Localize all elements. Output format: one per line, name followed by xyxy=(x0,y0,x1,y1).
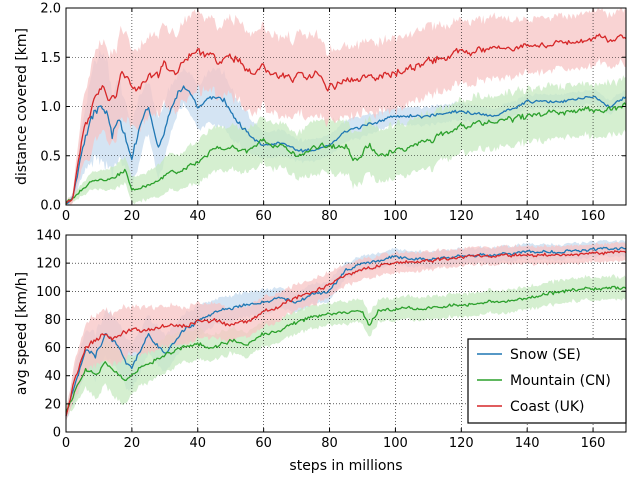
series-line xyxy=(65,33,627,204)
distance-y-ticks: 0.0 0.5 1.0 1.5 2.0 xyxy=(40,2,626,214)
x-axis-label: steps in millions xyxy=(289,458,402,474)
x-tick-label: 160 xyxy=(581,209,606,224)
legend-box xyxy=(467,338,627,424)
legend-label: Coast (UK) xyxy=(510,399,585,415)
y-tick-label: 1.5 xyxy=(40,51,61,66)
x-tick-label: 100 xyxy=(383,209,408,224)
x-tick-label: 0 xyxy=(62,436,70,451)
x-tick-label: 80 xyxy=(321,209,338,224)
legend-label: Snow (SE) xyxy=(510,347,581,363)
y-tick-label: 100 xyxy=(36,285,61,300)
speed-bands xyxy=(66,239,626,422)
series-line xyxy=(65,102,627,205)
distance-chart: 0.0 0.5 1.0 1.5 2.0 0 20 40 60 80 100 120 140 160 di… xyxy=(14,2,627,224)
y-tick-label: 120 xyxy=(36,257,61,272)
legend-entry-snow: Snow (SE) xyxy=(477,347,581,363)
series-line xyxy=(65,285,627,413)
speed-chart: 0 20 40 60 80 100 120 140 0 20 40 60 80 100 120 140 160… xyxy=(14,229,627,474)
distance-lines xyxy=(65,33,627,205)
x-tick-label: 60 xyxy=(255,209,272,224)
legend-entry-coast: Coast (UK) xyxy=(477,399,585,415)
x-tick-label: 60 xyxy=(255,436,272,451)
y-tick-label: 40 xyxy=(44,369,61,384)
series-line xyxy=(65,250,627,417)
x-tick-label: 0 xyxy=(62,209,70,224)
speed-y-axis-label: avg speed [km/h] xyxy=(14,272,30,395)
x-tick-label: 140 xyxy=(515,209,540,224)
x-tick-label: 20 xyxy=(124,436,141,451)
speed-y-ticks: 0 20 40 60 80 100 120 140 xyxy=(36,229,626,441)
x-tick-label: 120 xyxy=(449,436,474,451)
distance-x-ticks: 0 20 40 60 80 100 120 140 160 xyxy=(62,8,606,224)
x-tick-label: 160 xyxy=(581,436,606,451)
x-tick-label: 40 xyxy=(189,209,206,224)
y-tick-label: 1.0 xyxy=(40,100,61,115)
distance-y-axis-label: distance covered [km] xyxy=(14,28,30,185)
y-tick-label: 80 xyxy=(44,313,61,328)
y-tick-label: 0 xyxy=(53,426,61,441)
speed-plot-frame xyxy=(65,234,627,433)
series-line xyxy=(65,85,627,205)
y-tick-label: 140 xyxy=(36,229,61,244)
x-tick-label: 40 xyxy=(189,436,206,451)
series-band xyxy=(66,75,626,205)
x-tick-label: 20 xyxy=(124,209,141,224)
legend-entry-mountain: Mountain (CN) xyxy=(477,373,611,389)
speed-x-ticks: 0 20 40 60 80 100 120 140 160 xyxy=(62,235,606,451)
series-line xyxy=(65,246,627,417)
x-tick-label: 80 xyxy=(321,436,338,451)
y-tick-label: 60 xyxy=(44,341,61,356)
series-band xyxy=(66,274,626,417)
y-tick-label: 0.0 xyxy=(40,199,61,214)
x-tick-label: 100 xyxy=(383,436,408,451)
y-tick-label: 0.5 xyxy=(40,149,61,164)
series-band xyxy=(66,241,626,422)
legend-label: Mountain (CN) xyxy=(510,373,611,389)
x-tick-label: 140 xyxy=(515,436,540,451)
x-tick-label: 120 xyxy=(449,209,474,224)
y-tick-label: 20 xyxy=(44,397,61,412)
speed-lines xyxy=(65,246,627,417)
y-tick-label: 2.0 xyxy=(40,2,61,17)
legend: Snow (SE) Mountain (CN) Coast (UK) xyxy=(467,338,627,424)
